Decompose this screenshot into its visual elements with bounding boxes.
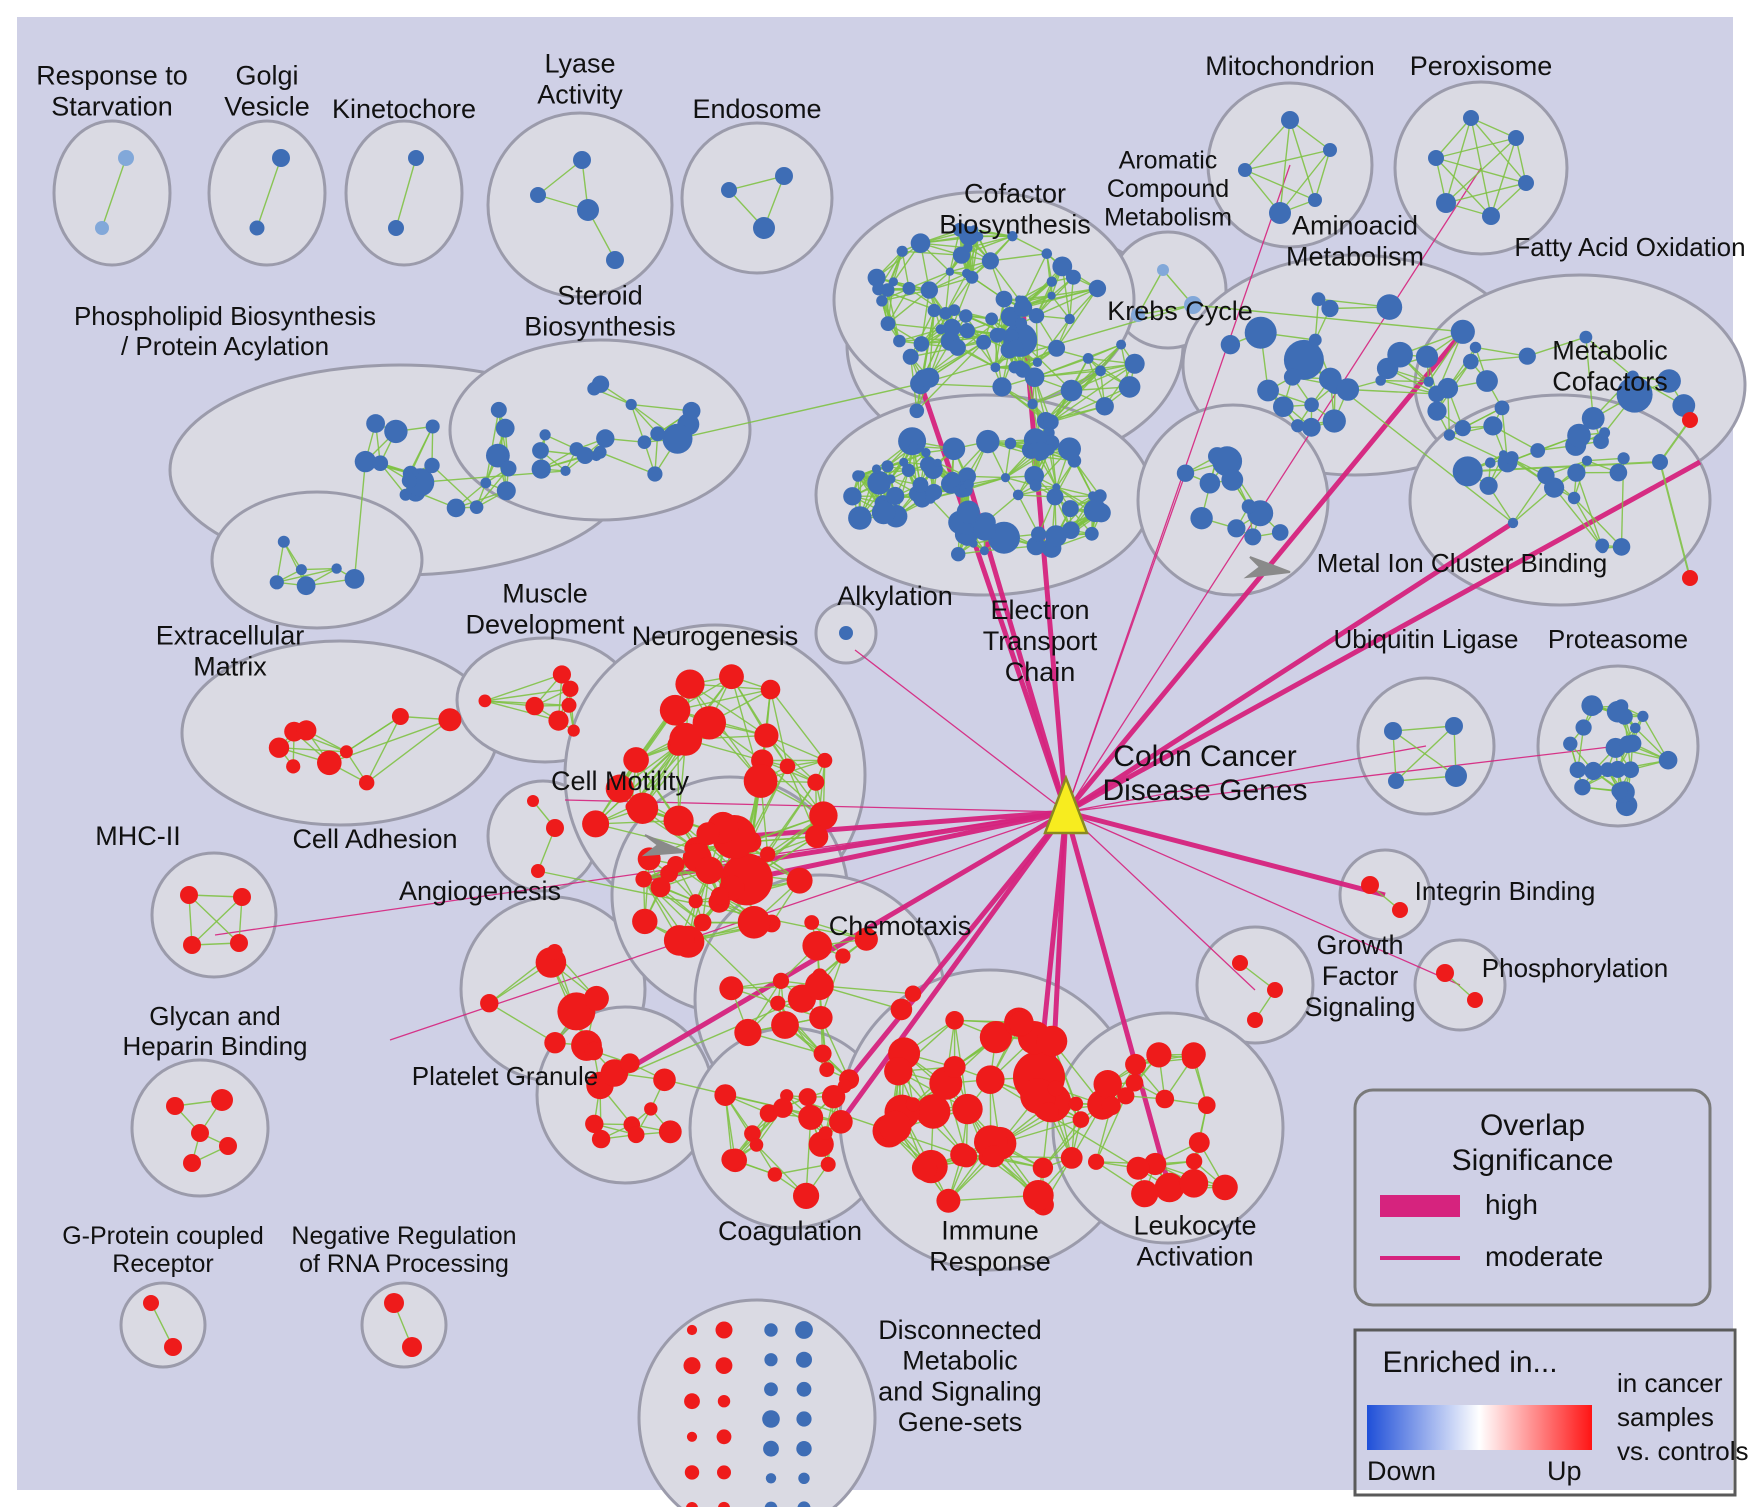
svg-text:Leukocyte: Leukocyte [1133,1211,1256,1241]
svg-text:Kinetochore: Kinetochore [332,94,476,124]
svg-text:Neurogenesis: Neurogenesis [632,621,799,651]
svg-text:Matrix: Matrix [193,651,267,681]
svg-text:MHC-II: MHC-II [95,821,180,851]
svg-text:Negative Regulation: Negative Regulation [291,1222,516,1250]
svg-text:Aminoacid: Aminoacid [1292,211,1418,241]
svg-text:Biosynthesis: Biosynthesis [939,209,1091,239]
svg-text:Compound: Compound [1107,175,1229,203]
svg-text:Phospholipid Biosynthesis: Phospholipid Biosynthesis [74,301,376,331]
svg-text:Electron: Electron [990,595,1089,625]
svg-text:Chain: Chain [1005,657,1076,687]
svg-text:high: high [1485,1189,1538,1220]
svg-text:Gene-sets: Gene-sets [898,1407,1023,1437]
svg-text:of RNA Processing: of RNA Processing [299,1250,509,1278]
svg-text:Metabolic: Metabolic [902,1346,1018,1376]
svg-text:Metabolism: Metabolism [1104,204,1232,232]
svg-text:Angiogenesis: Angiogenesis [399,876,561,906]
svg-text:vs. controls: vs. controls [1617,1436,1749,1466]
svg-text:Fatty Acid Oxidation: Fatty Acid Oxidation [1514,232,1745,262]
svg-text:Signaling: Signaling [1304,992,1415,1022]
svg-text:Cell Adhesion: Cell Adhesion [292,824,457,854]
svg-text:Endosome: Endosome [692,94,821,124]
svg-text:Lyase: Lyase [544,49,615,79]
svg-text:Muscle: Muscle [502,579,588,609]
svg-text:Metabolic: Metabolic [1552,336,1668,366]
svg-text:Cell Motility: Cell Motility [551,766,690,796]
svg-text:Down: Down [1367,1456,1436,1486]
svg-text:Enriched in...: Enriched in... [1382,1346,1557,1379]
svg-text:Response: Response [929,1246,1051,1276]
svg-text:Overlap: Overlap [1480,1109,1585,1142]
svg-text:Glycan and: Glycan and [149,1001,281,1031]
svg-text:Up: Up [1547,1456,1582,1486]
svg-text:and Signaling: and Signaling [878,1376,1042,1406]
svg-text:Platelet Granule: Platelet Granule [412,1061,598,1091]
svg-text:Metal Ion Cluster Binding: Metal Ion Cluster Binding [1317,548,1607,578]
svg-text:Activity: Activity [537,79,623,109]
svg-text:Ubiquitin Ligase: Ubiquitin Ligase [1333,624,1518,654]
svg-text:Significance: Significance [1452,1144,1614,1177]
svg-text:Phosphorylation: Phosphorylation [1482,953,1668,983]
svg-text:Mitochondrion: Mitochondrion [1205,51,1375,81]
svg-text:Disconnected: Disconnected [878,1315,1042,1345]
svg-text:samples: samples [1617,1402,1714,1432]
svg-text:Metabolism: Metabolism [1286,241,1424,271]
svg-text:in cancer: in cancer [1617,1368,1723,1398]
svg-text:Integrin Binding: Integrin Binding [1415,876,1596,906]
svg-text:Colon Cancer: Colon Cancer [1113,740,1296,773]
svg-text:Chemotaxis: Chemotaxis [829,911,972,941]
svg-text:Disease Genes: Disease Genes [1102,774,1307,807]
svg-text:Krebs Cycle: Krebs Cycle [1107,296,1253,326]
svg-text:Starvation: Starvation [51,91,173,121]
svg-text:Factor: Factor [1322,961,1399,991]
svg-text:Receptor: Receptor [112,1250,213,1278]
svg-text:Alkylation: Alkylation [837,581,953,611]
svg-text:moderate: moderate [1485,1241,1603,1272]
svg-text:Proteasome: Proteasome [1548,624,1688,654]
svg-text:Transport: Transport [983,626,1098,656]
svg-text:Peroxisome: Peroxisome [1410,51,1553,81]
svg-text:Cofactors: Cofactors [1552,366,1668,396]
svg-text:Development: Development [465,609,625,639]
svg-text:Aromatic: Aromatic [1119,147,1218,175]
svg-text:Steroid: Steroid [557,281,643,311]
svg-text:Coagulation: Coagulation [718,1216,862,1246]
svg-text:Immune: Immune [941,1216,1039,1246]
svg-text:G-Protein coupled: G-Protein coupled [62,1222,264,1250]
svg-text:Cofactor: Cofactor [964,179,1066,209]
svg-text:Growth: Growth [1316,930,1403,960]
svg-text:Extracellular: Extracellular [156,621,305,651]
svg-text:Vesicle: Vesicle [224,91,310,121]
svg-text:Activation: Activation [1136,1241,1253,1271]
svg-text:Response to: Response to [36,61,188,91]
svg-text:Biosynthesis: Biosynthesis [524,311,676,341]
svg-text:/ Protein Acylation: / Protein Acylation [121,331,329,361]
svg-text:Golgi: Golgi [235,61,298,91]
svg-text:Heparin Binding: Heparin Binding [122,1031,307,1061]
